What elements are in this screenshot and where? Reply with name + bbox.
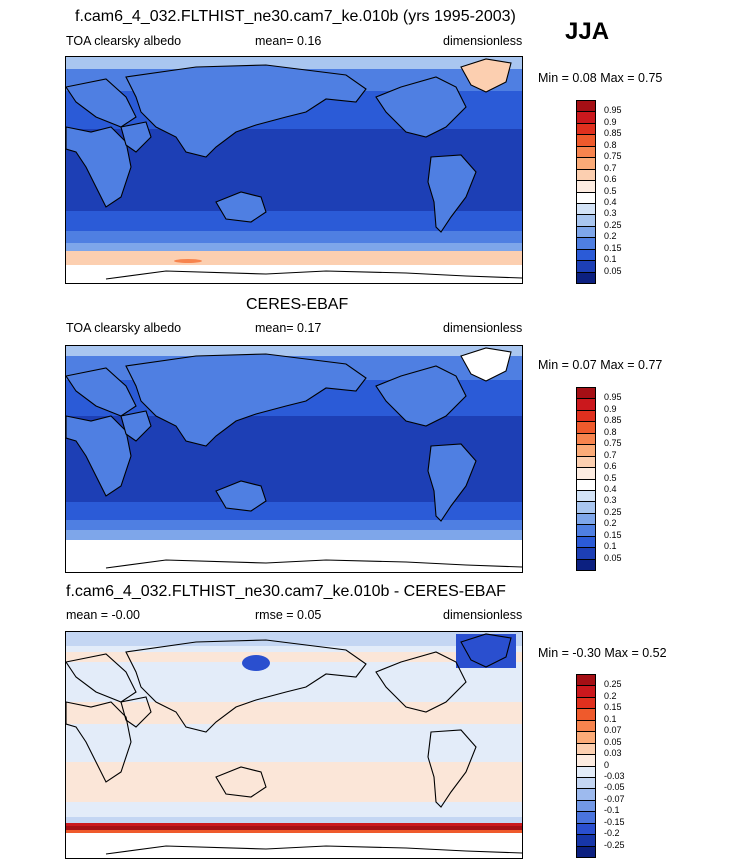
colorbar-tick-label: 0.05 (604, 265, 622, 276)
colorbar-tick-label: -0.2 (604, 828, 620, 839)
colorbar-swatch (576, 558, 596, 571)
map-obs-svg (66, 346, 522, 572)
colorbar-tick-label: 0.95 (604, 105, 622, 116)
colorbar-tick-label: 0.95 (604, 392, 622, 403)
colorbar-tick-label: 0.15 (604, 242, 622, 253)
colorbar-tick-label: 0.8 (604, 426, 617, 437)
colorbar-tick-label: 0.75 (604, 151, 622, 162)
colorbar-swatch (576, 845, 596, 858)
colorbar-tick-label: 0.9 (604, 403, 617, 414)
colorbar-tick-label: 0 (604, 759, 610, 770)
season-label: JJA (565, 18, 610, 45)
colorbar-tick-label: 0.1 (604, 713, 617, 724)
units-label: dimensionless (443, 321, 523, 335)
variable-label: TOA clearsky albedo (66, 34, 182, 48)
map-panel-diff (65, 631, 523, 859)
map-diff-svg (66, 632, 522, 858)
colorbar-tick-label: 0.15 (604, 702, 622, 713)
panel-title: f.cam6_4_032.FLTHIST_ne30.cam7_ke.010b (… (75, 8, 516, 25)
colorbar-tick-label: 0.5 (604, 472, 617, 483)
colorbar-tick-label: -0.25 (604, 839, 625, 850)
colorbar-tick-label: 0.9 (604, 116, 617, 127)
colorbar-tick-label: 0.2 (604, 690, 617, 701)
colorbar-tick-label: -0.15 (604, 816, 625, 827)
colorbar-tick-label: 0.7 (604, 449, 617, 460)
colorbar-tick-label: 0.25 (604, 219, 622, 230)
colorbar-tick-label: 0.8 (604, 139, 617, 150)
colorbar-tick-label: 0.85 (604, 415, 622, 426)
colorbar-tick-label: 0.05 (604, 552, 622, 563)
colorbar-tick-label: 0.2 (604, 231, 617, 242)
colorbar-tick-label: 0.6 (604, 461, 617, 472)
map-panel-model (65, 56, 523, 284)
colorbar-obs (576, 387, 596, 571)
colorbar-tick-label: 0.4 (604, 483, 617, 494)
colorbar-tick-label: -0.03 (604, 770, 625, 781)
mean-label: mean= 0.17 (255, 321, 322, 335)
colorbar-tick-label: -0.05 (604, 782, 625, 793)
colorbar-diff (576, 674, 596, 858)
map-model-svg (66, 57, 522, 283)
colorbar-tick-label: 0.25 (604, 506, 622, 517)
colorbar-tick-label: 0.2 (604, 518, 617, 529)
colorbar-tick-label: 0.5 (604, 185, 617, 196)
colorbar-tick-label: 0.7 (604, 162, 617, 173)
colorbar-tick-label: 0.25 (604, 679, 622, 690)
diff-mean-label: mean = -0.00 (66, 608, 141, 622)
minmax-label: Min = 0.07 Max = 0.77 (538, 358, 663, 372)
mean-label: mean= 0.16 (255, 34, 322, 48)
colorbar-tick-label: 0.1 (604, 254, 617, 265)
minmax-label: Min = 0.08 Max = 0.75 (538, 71, 663, 85)
colorbar-tick-label: 0.85 (604, 128, 622, 139)
colorbar-tick-label: 0.3 (604, 208, 617, 219)
colorbar-tick-label: 0.07 (604, 725, 622, 736)
rmse-label: rmse = 0.05 (255, 608, 322, 622)
variable-label: TOA clearsky albedo (66, 321, 182, 335)
units-label: dimensionless (443, 34, 523, 48)
colorbar-tick-label: 0.1 (604, 541, 617, 552)
colorbar-model (576, 100, 596, 284)
colorbar-tick-label: 0.05 (604, 736, 622, 747)
colorbar-swatch (576, 271, 596, 284)
panel-title: f.cam6_4_032.FLTHIST_ne30.cam7_ke.010b -… (66, 583, 506, 600)
map-panel-obs (65, 345, 523, 573)
colorbar-tick-label: 0.3 (604, 495, 617, 506)
colorbar-tick-label: 0.6 (604, 174, 617, 185)
panel-title: CERES-EBAF (246, 296, 349, 313)
colorbar-tick-label: -0.07 (604, 793, 625, 804)
colorbar-tick-label: 0.75 (604, 438, 622, 449)
minmax-label: Min = -0.30 Max = 0.52 (538, 646, 667, 660)
units-label: dimensionless (443, 608, 523, 622)
colorbar-tick-label: 0.15 (604, 529, 622, 540)
colorbar-tick-label: -0.1 (604, 805, 620, 816)
colorbar-tick-label: 0.03 (604, 748, 622, 759)
colorbar-tick-label: 0.4 (604, 196, 617, 207)
